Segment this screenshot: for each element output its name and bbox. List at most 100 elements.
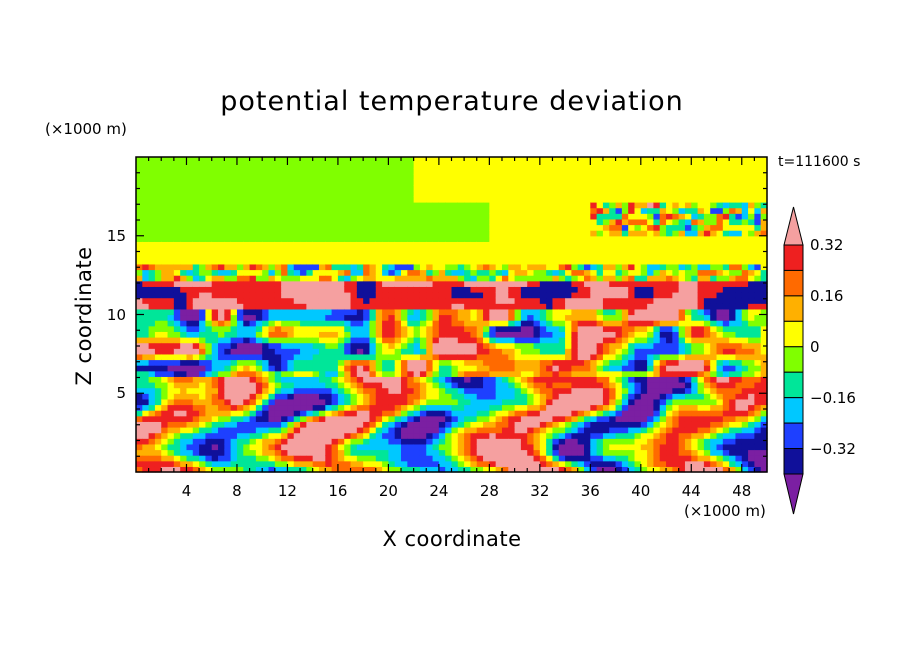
heatmap-cell [136, 443, 143, 451]
heatmap-cell [211, 365, 219, 372]
heatmap-cell [224, 202, 232, 209]
heatmap-cell [262, 280, 270, 287]
heatmap-cell [218, 252, 225, 259]
heatmap-cell [211, 460, 219, 467]
heatmap-cell [552, 213, 560, 220]
heatmap-cell [546, 179, 554, 186]
heatmap-cell [363, 320, 371, 327]
heatmap-cell [571, 275, 579, 282]
heatmap-cell [243, 365, 251, 372]
heatmap-cell [401, 331, 408, 338]
heatmap-cell [621, 314, 629, 321]
heatmap-cell [634, 415, 642, 422]
heatmap-cell [546, 185, 554, 192]
heatmap-cell [596, 179, 604, 186]
heatmap-cell [173, 303, 181, 310]
heatmap-cell [596, 207, 604, 214]
heatmap-cell [432, 460, 440, 467]
heatmap-cell [388, 359, 396, 366]
heatmap-cell [514, 258, 522, 265]
heatmap-cell [287, 269, 295, 276]
heatmap-cell [255, 269, 263, 276]
heatmap-cell [337, 247, 345, 254]
heatmap-cell [464, 421, 472, 428]
heatmap-cell [173, 213, 181, 220]
heatmap-cell [205, 387, 213, 394]
heatmap-cell [375, 432, 383, 439]
heatmap-cell [407, 157, 415, 164]
heatmap-cell [337, 460, 345, 467]
heatmap-cell [199, 348, 207, 355]
heatmap-cell [350, 157, 358, 164]
heatmap-cell [274, 432, 282, 439]
heatmap-cell [489, 410, 497, 417]
heatmap-cell [161, 415, 169, 422]
heatmap-cell [501, 359, 509, 366]
heatmap-cell [628, 320, 636, 327]
heatmap-cell [312, 235, 320, 242]
heatmap-cell [218, 404, 225, 411]
heatmap-cell [413, 427, 421, 434]
heatmap-cell [344, 365, 352, 372]
heatmap-cell [154, 196, 162, 203]
heatmap-cell [691, 415, 699, 422]
heatmap-cell [249, 258, 257, 265]
heatmap-cell [527, 292, 535, 299]
heatmap-cell [401, 393, 408, 400]
heatmap-cell [596, 263, 604, 271]
heatmap-cell [602, 190, 610, 197]
heatmap-cell [142, 342, 150, 349]
heatmap-cell [697, 455, 705, 462]
heatmap-cell [173, 275, 181, 282]
heatmap-cell [337, 348, 345, 355]
heatmap-cell [243, 263, 251, 271]
heatmap-cell [356, 404, 364, 411]
heatmap-cell [173, 359, 181, 366]
heatmap-cell [438, 438, 446, 445]
heatmap-cell [199, 263, 207, 271]
heatmap-cell [615, 179, 623, 186]
heatmap-cell [243, 325, 251, 332]
heatmap-cell [684, 443, 692, 451]
heatmap-cell [356, 179, 364, 186]
heatmap-cell [318, 415, 326, 422]
heatmap-cell [230, 308, 238, 316]
heatmap-cell [407, 280, 415, 287]
heatmap-cell [224, 218, 232, 226]
heatmap-cell [287, 415, 295, 422]
heatmap-cell [628, 275, 636, 282]
heatmap-cell [167, 263, 175, 271]
heatmap-cell [167, 348, 175, 355]
heatmap-cell [243, 359, 251, 366]
heatmap-cell [363, 297, 371, 304]
heatmap-cell [457, 331, 465, 338]
heatmap-cell [457, 207, 465, 214]
heatmap-cell [211, 202, 219, 209]
heatmap-cell [180, 382, 188, 389]
heatmap-cell [255, 173, 263, 181]
heatmap-cell [432, 331, 440, 338]
heatmap-cell [508, 247, 516, 254]
heatmap-cell [628, 415, 636, 422]
heatmap-cell [224, 427, 232, 434]
heatmap-cell [325, 359, 333, 366]
heatmap-cell [621, 286, 629, 293]
heatmap-cell [255, 342, 263, 349]
heatmap-cell [369, 292, 377, 299]
heatmap-cell [318, 190, 326, 197]
heatmap-cell [501, 252, 509, 259]
heatmap-cell [508, 185, 516, 192]
heatmap-cell [552, 348, 560, 355]
heatmap-cell [312, 173, 320, 181]
heatmap-cell [533, 438, 541, 445]
heatmap-cell [388, 325, 396, 332]
heatmap-cell [199, 190, 207, 197]
heatmap-cell [218, 370, 225, 377]
heatmap-cell [495, 280, 503, 287]
heatmap-cell [621, 162, 629, 169]
heatmap-cell [230, 280, 238, 287]
heatmap-cell [142, 247, 150, 254]
heatmap-cell [236, 185, 244, 192]
heatmap-cell [628, 252, 636, 259]
heatmap-cell [659, 269, 667, 276]
